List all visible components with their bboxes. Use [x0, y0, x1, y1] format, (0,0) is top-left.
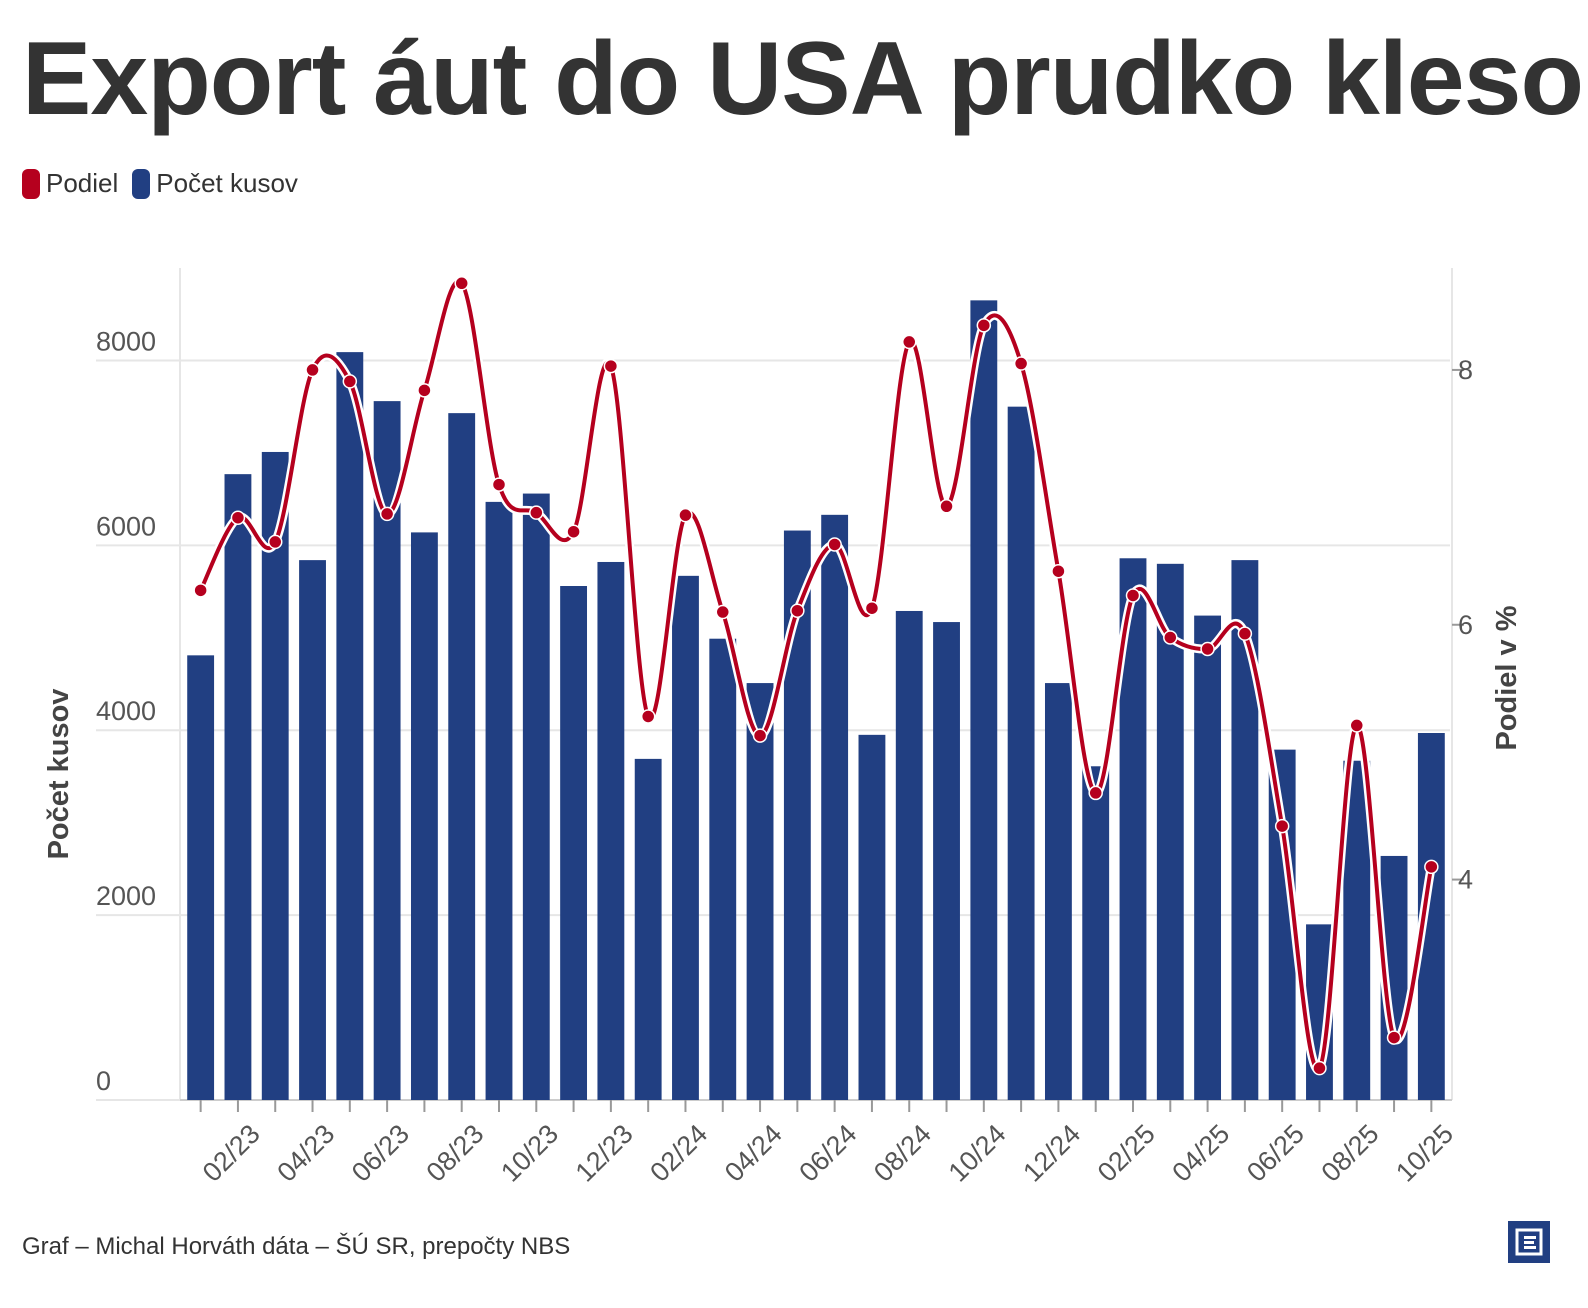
y-left-tick-label: 0 — [96, 1066, 111, 1096]
line-point — [342, 374, 358, 389]
line-point — [1088, 785, 1103, 801]
bar — [895, 610, 923, 1100]
bar — [672, 575, 699, 1100]
line-point — [417, 383, 432, 398]
bar — [448, 413, 476, 1100]
line-point — [752, 728, 768, 743]
y-left-tick-label: 6000 — [96, 511, 156, 541]
y-right-tick-label: 6 — [1458, 610, 1473, 640]
bar — [746, 683, 774, 1100]
x-tick-label: 06/25 — [1241, 1119, 1310, 1188]
line-point — [827, 537, 842, 552]
bar — [933, 622, 960, 1100]
y-left-tick-label: 4000 — [96, 696, 156, 726]
x-tick-label: 10/23 — [495, 1119, 564, 1188]
x-tick-label: 12/23 — [570, 1119, 639, 1188]
bar — [634, 758, 662, 1100]
line-point — [305, 362, 320, 378]
line-point — [939, 499, 954, 514]
line-point — [790, 603, 805, 618]
line-point — [1163, 630, 1178, 645]
bar — [336, 352, 364, 1100]
x-tick-label: 02/23 — [197, 1119, 266, 1188]
series-line-podiel — [198, 279, 1434, 1072]
y-right-axis-title: Podiel v % — [1491, 605, 1523, 750]
x-tick-label: 08/25 — [1316, 1119, 1385, 1188]
e-logo-icon — [1508, 1221, 1550, 1263]
line-point — [1200, 641, 1215, 657]
e-logo-glyph — [1515, 1228, 1543, 1256]
line-point — [491, 477, 507, 492]
line-point — [1424, 859, 1439, 875]
line-point — [1349, 718, 1365, 733]
x-tick-label: 12/24 — [1017, 1119, 1086, 1188]
line-point — [1013, 356, 1029, 371]
x-tick-label: 08/23 — [421, 1119, 490, 1188]
bar — [1156, 563, 1184, 1100]
x-tick-label: 06/24 — [793, 1119, 862, 1188]
bar — [597, 561, 625, 1100]
bar — [1194, 615, 1222, 1100]
legend-item-pocet-kusov[interactable]: Počet kusov — [132, 168, 298, 199]
line-point — [379, 506, 395, 522]
bar — [1044, 683, 1072, 1100]
bar — [1007, 406, 1035, 1101]
line-point — [678, 507, 693, 523]
bar — [261, 451, 289, 1100]
bar — [485, 501, 513, 1101]
y-right-tick-label: 8 — [1458, 355, 1473, 385]
line-point — [529, 505, 544, 520]
line-point — [715, 604, 731, 620]
bar — [970, 300, 998, 1100]
line-point — [454, 276, 469, 291]
footer-credit: Graf – Michal Horváth dáta – ŠÚ SR, prep… — [22, 1233, 571, 1260]
legend-swatch-podiel — [22, 168, 40, 199]
bar — [821, 514, 849, 1100]
line-point — [640, 709, 656, 724]
bar — [299, 560, 326, 1100]
line-point — [603, 358, 619, 374]
bar — [522, 493, 550, 1100]
bar — [858, 734, 886, 1100]
line-point — [1237, 626, 1253, 641]
bar — [1082, 766, 1110, 1100]
line-point — [193, 583, 208, 598]
bar — [709, 638, 737, 1100]
line-point — [864, 600, 880, 616]
y-right-tick-label: 4 — [1458, 865, 1473, 895]
line-point — [901, 334, 917, 350]
x-tick-label: 08/24 — [868, 1119, 937, 1188]
legend-item-podiel[interactable]: Podiel — [22, 168, 118, 199]
x-tick-label: 04/23 — [271, 1119, 340, 1188]
x-tick-label: 02/25 — [1092, 1119, 1161, 1188]
legend: Podiel Počet kusov — [22, 168, 298, 199]
chart-title: Export áut do USA prudko klesol — [22, 21, 1588, 137]
x-tick-label: 04/24 — [719, 1119, 788, 1188]
line-point — [1274, 818, 1290, 834]
line-point — [1125, 588, 1141, 603]
x-tick-label: 04/25 — [1166, 1119, 1235, 1188]
legend-label-pocet-kusov: Počet kusov — [156, 168, 298, 198]
x-tick-label: 06/23 — [346, 1119, 415, 1188]
line-point — [267, 534, 283, 550]
y-left-tick-label: 8000 — [96, 326, 156, 356]
bar — [224, 474, 252, 1100]
y-left-axis-title: Počet kusov — [43, 689, 75, 860]
x-tick-label: 10/25 — [1390, 1119, 1459, 1188]
bar — [187, 655, 215, 1100]
line-point — [566, 524, 581, 539]
y-left-tick-label: 2000 — [96, 881, 156, 911]
line-point — [976, 318, 992, 333]
legend-swatch-pocet-kusov — [132, 168, 151, 199]
x-tick-label: 10/24 — [943, 1119, 1012, 1188]
bar — [560, 586, 588, 1100]
line-point — [1386, 1030, 1402, 1045]
line-point — [1312, 1060, 1327, 1076]
x-tick-label: 02/24 — [644, 1119, 713, 1188]
legend-label-podiel: Podiel — [46, 168, 119, 198]
bar — [410, 532, 438, 1100]
line-point — [1051, 563, 1066, 579]
line-point — [230, 510, 246, 525]
